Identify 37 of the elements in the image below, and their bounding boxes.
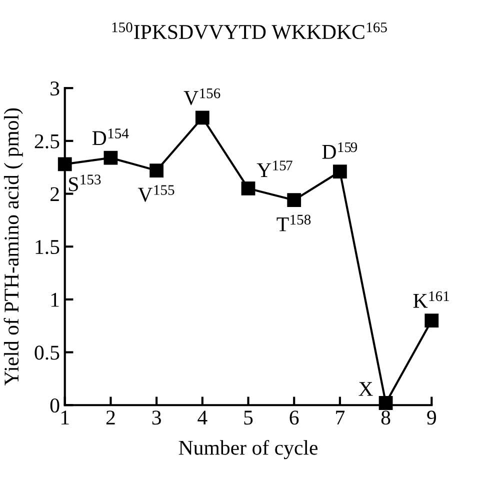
point: [333, 164, 347, 179]
y-tick-label: 2: [50, 187, 59, 201]
annotation: D$^{154}$: [92, 128, 129, 145]
annotation: Y$^{157}$: [256, 160, 292, 177]
x-tick-label: 3: [152, 410, 161, 425]
x-axis-title: Number of cycle: [178, 440, 318, 460]
point: [150, 164, 164, 178]
x-tick-label: 6: [290, 410, 299, 425]
annotation: X: [358, 382, 373, 396]
point: [104, 150, 118, 165]
x-tick-label: 7: [336, 410, 345, 424]
point: [58, 157, 72, 172]
point: [378, 396, 393, 410]
y-axis-title: Yield of PTH-amino acid ( pmol): [4, 108, 23, 386]
x-tick-label: 4: [198, 410, 208, 424]
annotation: S$^{153}$: [69, 174, 101, 192]
annotation: V$^{155}$: [138, 185, 174, 202]
point: [287, 193, 302, 208]
point: [195, 110, 210, 125]
x-tick-label: 5: [244, 410, 253, 425]
x-tick-label: 1: [61, 410, 69, 424]
annotation: D$^{159}$: [322, 142, 358, 159]
annotation: V$^{156}$: [184, 88, 220, 106]
x-tick-label: 2: [106, 410, 115, 424]
x-tick-label: 8: [381, 410, 390, 425]
y-tick-label: 0.5: [34, 346, 60, 360]
annotation: K$^{161}$: [413, 291, 449, 308]
point: [241, 182, 256, 196]
y-tick-label: 1.5: [36, 240, 60, 254]
y-tick-label: 1: [51, 292, 59, 307]
y-tick-label: 0: [50, 398, 60, 413]
x-tick-label: 9: [427, 410, 436, 425]
y-tick-label: 2.5: [34, 134, 60, 148]
point: [424, 314, 439, 328]
chart-title: $^{150}$IPKSDVVYTD WKKDKC$^{165}$: [112, 22, 387, 40]
y-tick-label: 3: [50, 82, 60, 96]
annotation: T$^{158}$: [276, 214, 311, 232]
